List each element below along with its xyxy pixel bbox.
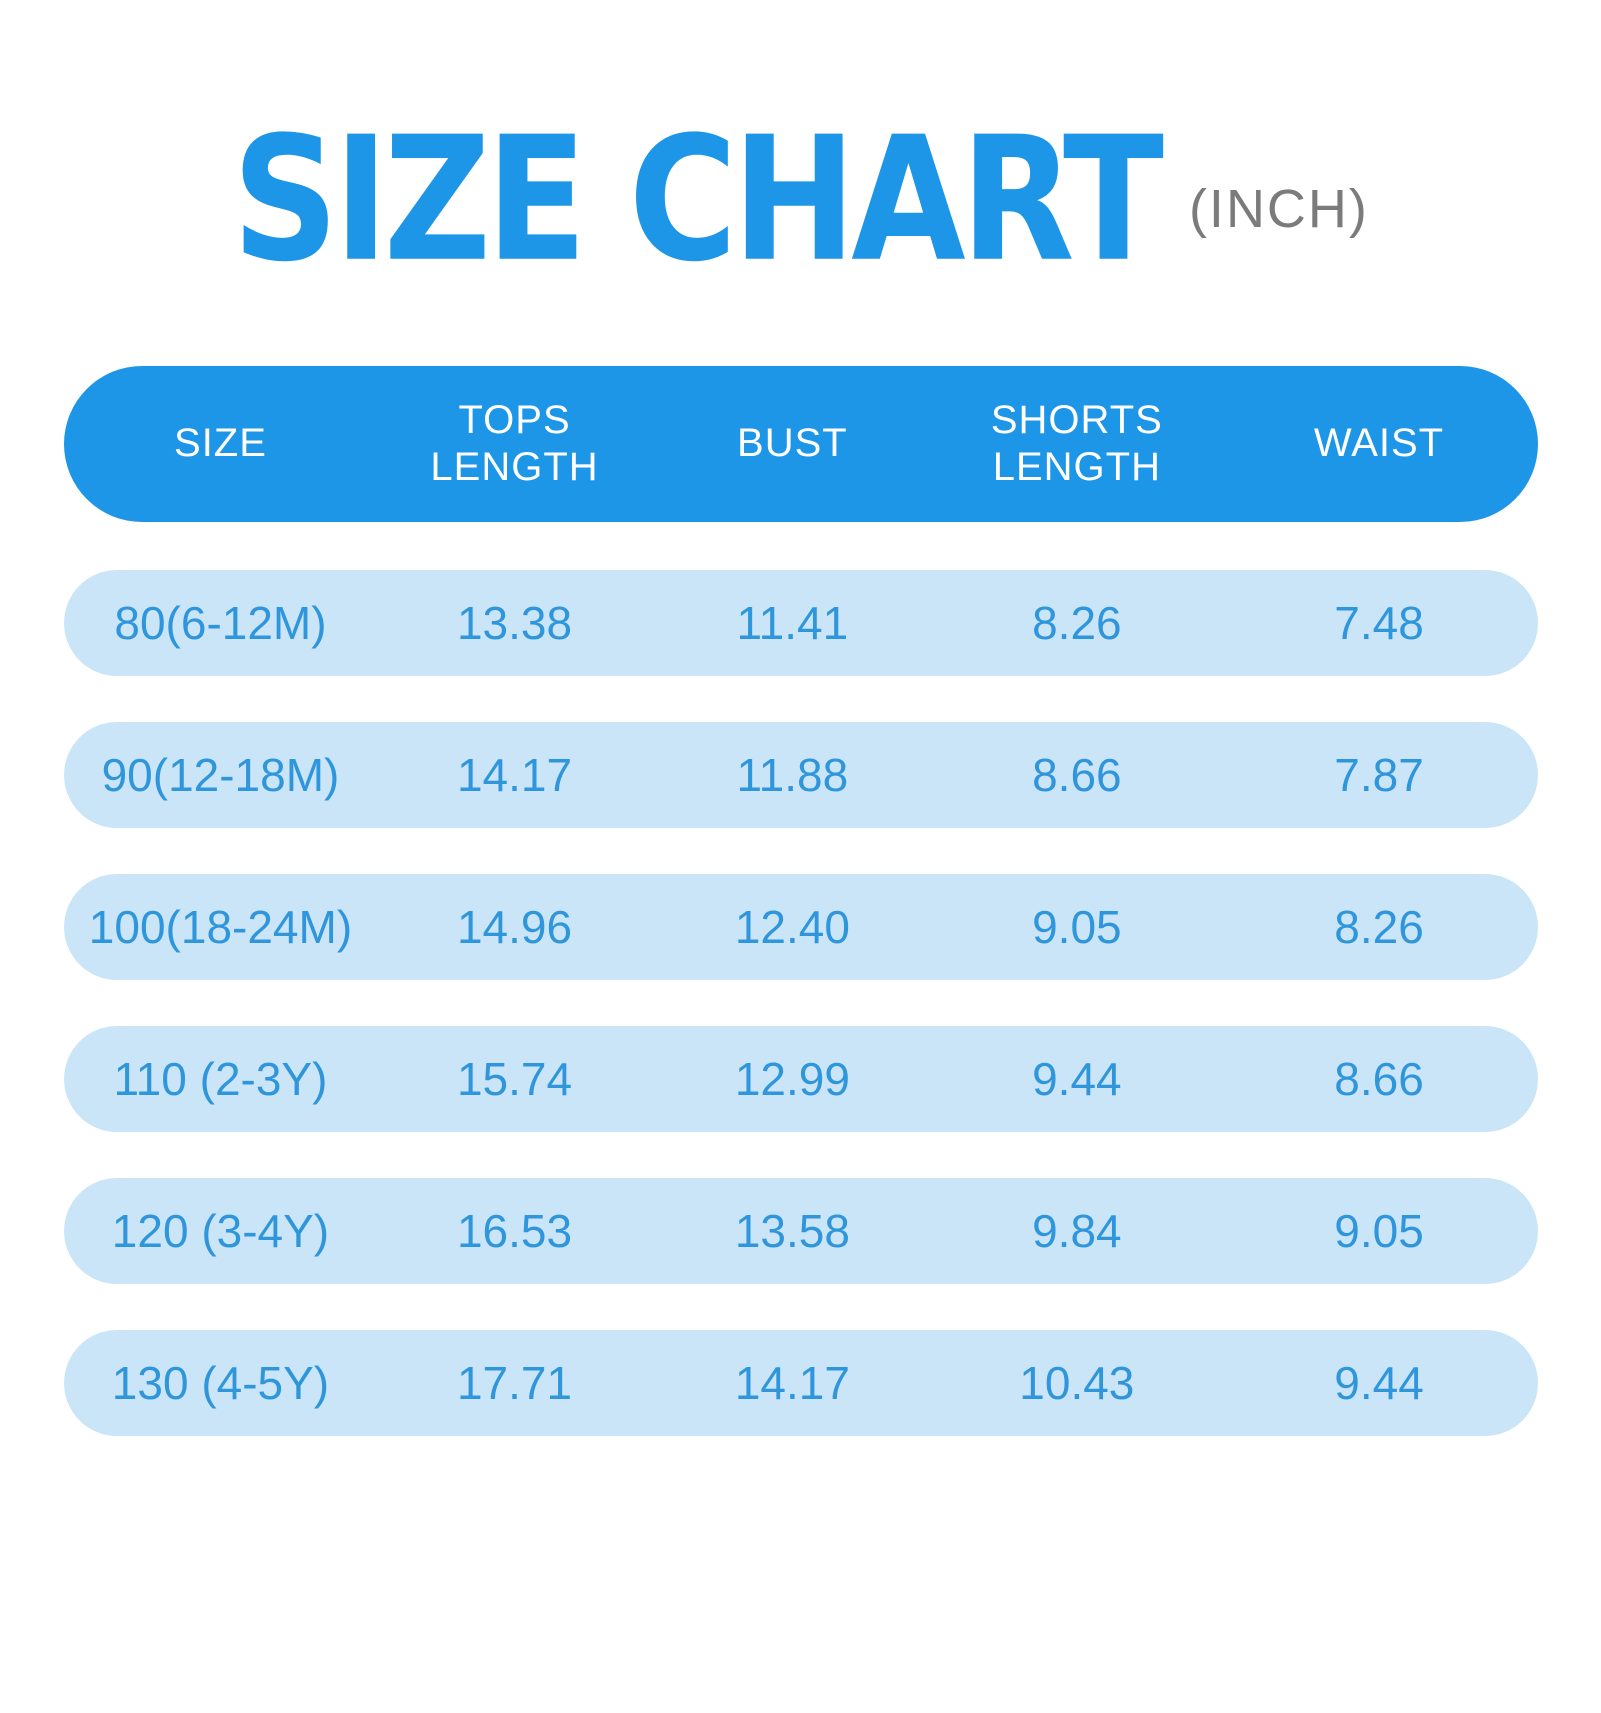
size-cell: 100(18-24M) [88, 900, 353, 953]
size-cell: 110 (2-3Y) [113, 1052, 328, 1105]
waist-cell: 8.66 [1334, 1052, 1424, 1105]
title-text: SIZE CHART [232, 99, 1164, 300]
waist-cell: 8.26 [1334, 900, 1424, 953]
size-cell: 120 (3-4Y) [111, 1204, 330, 1257]
tops-length-cell: 14.96 [456, 900, 573, 953]
size-chart-page: SIZE CHART (INCH) SIZE TOPS LENGTH BUST … [0, 112, 1601, 1713]
header-cell-size: SIZE [174, 421, 267, 466]
title-unit-label: (INCH) [1188, 179, 1369, 239]
size-cell: 130 (4-5Y) [111, 1356, 330, 1409]
page-title: SIZE CHART (INCH) [0, 112, 1601, 292]
shorts-length-cell: 9.84 [1032, 1204, 1122, 1257]
size-cell: 90(12-18M) [101, 748, 340, 801]
header-cell-shorts-length: SHORTS LENGTH [990, 397, 1163, 489]
bust-cell: 14.17 [734, 1356, 850, 1409]
header-cell-waist: WAIST [1313, 421, 1445, 466]
table-row: 110 (2-3Y) 15.74 12.99 9.44 8.66 [63, 1026, 1538, 1132]
table-row: 130 (4-5Y) 17.71 14.17 10.43 9.44 [63, 1330, 1538, 1436]
bust-cell: 13.58 [734, 1204, 850, 1257]
tops-length-cell: 17.71 [456, 1356, 573, 1409]
tops-length-cell: 15.74 [456, 1052, 573, 1105]
header-cell-bust: BUST [737, 421, 848, 466]
bust-cell: 12.40 [734, 900, 850, 953]
bust-cell: 12.99 [734, 1052, 850, 1105]
shorts-length-cell: 9.44 [1032, 1052, 1122, 1105]
waist-cell: 9.05 [1334, 1204, 1424, 1257]
tops-length-cell: 16.53 [456, 1204, 573, 1257]
shorts-length-cell: 8.66 [1032, 748, 1122, 801]
shorts-length-cell: 10.43 [1019, 1356, 1135, 1409]
waist-cell: 9.44 [1334, 1356, 1424, 1409]
header-cell-tops-length: TOPS LENGTH [430, 397, 599, 489]
shorts-length-cell: 8.26 [1032, 596, 1122, 649]
shorts-length-cell: 9.05 [1032, 900, 1122, 953]
table-header-row: SIZE TOPS LENGTH BUST SHORTS LENGTH WAIS… [63, 366, 1538, 522]
bust-cell: 11.41 [736, 596, 849, 649]
table-row: 120 (3-4Y) 16.53 13.58 9.84 9.05 [63, 1178, 1538, 1284]
tops-length-cell: 14.17 [456, 748, 573, 801]
waist-cell: 7.87 [1334, 748, 1424, 801]
tops-length-cell: 13.38 [456, 596, 573, 649]
size-table: SIZE TOPS LENGTH BUST SHORTS LENGTH WAIS… [63, 366, 1538, 1436]
table-row: 90(12-18M) 14.17 11.88 8.66 7.87 [63, 722, 1538, 828]
waist-cell: 7.48 [1334, 596, 1424, 649]
bust-cell: 11.88 [736, 748, 849, 801]
table-row: 80(6-12M) 13.38 11.41 8.26 7.48 [63, 570, 1538, 676]
table-row: 100(18-24M) 14.96 12.40 9.05 8.26 [63, 874, 1538, 980]
size-cell: 80(6-12M) [114, 596, 327, 649]
